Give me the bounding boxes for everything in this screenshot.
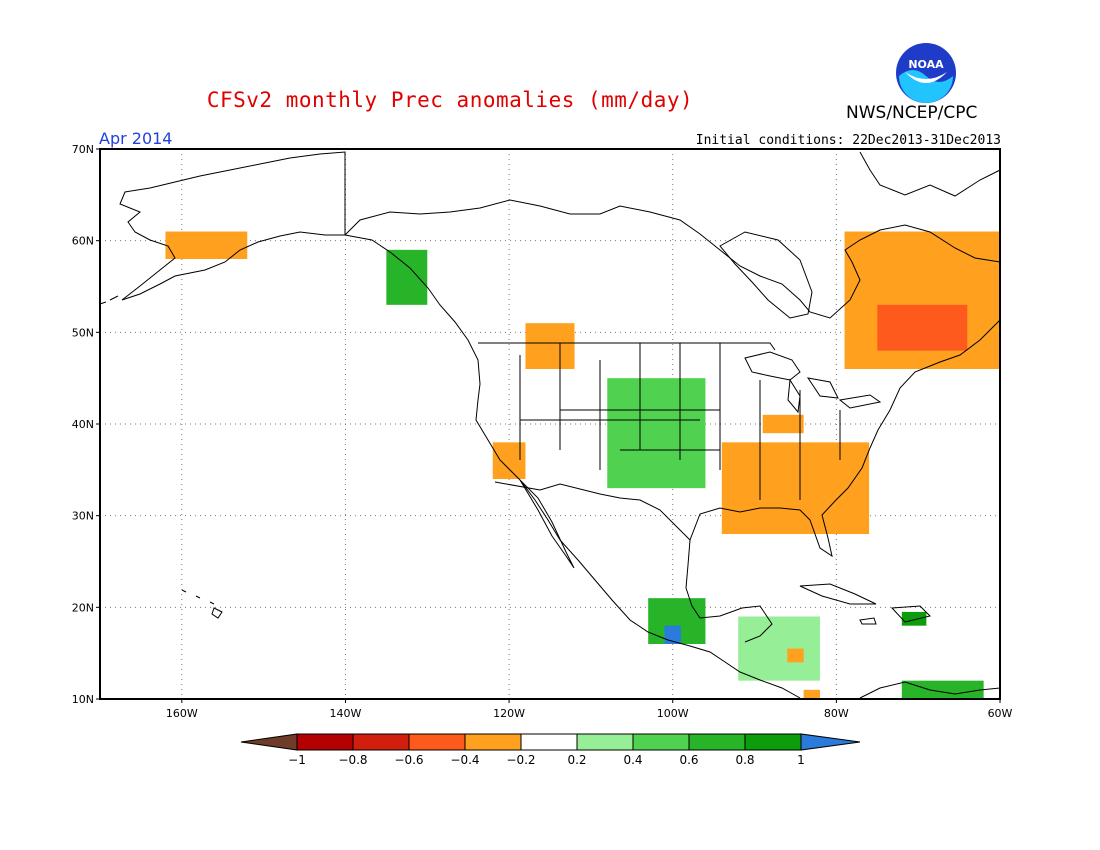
hawaii-islands: [181, 589, 223, 619]
colorbar-label: 0.4: [623, 753, 642, 767]
aleutian-islands: [99, 295, 119, 305]
colorbar-swatch: [632, 733, 690, 751]
colorbar-swatch: [464, 733, 522, 751]
colorbar-label: −0.8: [338, 753, 367, 767]
lat-tick-label: 50N: [72, 326, 94, 339]
colorbar-label: 0.6: [679, 753, 698, 767]
us-mexico-border: [494, 481, 691, 541]
colorbar-swatch: [688, 733, 746, 751]
alaska-coastline: [119, 151, 346, 301]
lat-tick-label: 30N: [72, 510, 94, 523]
cuba: [799, 583, 877, 605]
lon-tick-label: 160W: [166, 707, 198, 720]
greenland-coastline: [859, 151, 1001, 197]
colorbar-swatch: [408, 733, 466, 751]
anomaly-california-dry: [492, 442, 526, 479]
colorbar-label: −0.6: [394, 753, 423, 767]
organization-label: NWS/NCEP/CPC: [846, 103, 978, 123]
lake-superior: [744, 351, 801, 381]
hudson-bay: [719, 231, 813, 319]
lon-tick-label: 60W: [988, 707, 1013, 720]
anomaly-southern-mexico-peak: [664, 625, 681, 644]
logo-text: NOAA: [908, 58, 944, 71]
anomaly-panama-dry: [803, 689, 820, 699]
lat-tick-label: 60N: [72, 235, 94, 248]
lon-tick-label: 100W: [657, 707, 689, 720]
anomaly-hispaniola-wet: [901, 611, 927, 626]
lake-erie: [838, 394, 882, 409]
anomaly-southeast-orange: [721, 442, 870, 534]
east-gulf-coastline: [685, 319, 1001, 643]
lat-tick-label: 70N: [72, 143, 94, 156]
noaa-logo: NOAA: [896, 43, 956, 103]
lon-tick-label: 120W: [493, 707, 525, 720]
initial-conditions-label: Initial conditions: 22Dec2013-31Dec2013: [695, 133, 1001, 148]
colorbar-swatch: [576, 733, 634, 751]
state-borders: [519, 343, 841, 500]
hispaniola: [890, 605, 931, 623]
colorbar-swatch: [520, 733, 578, 751]
lon-tick-label: 80W: [824, 707, 849, 720]
colorbar-label: −0.2: [506, 753, 535, 767]
lat-tick-label: 20N: [72, 601, 94, 614]
anomaly-alaska-panhandle-wet: [386, 249, 428, 305]
anomaly-quebec-core-dry: [877, 304, 968, 351]
political-borders: [478, 342, 841, 541]
axes: 10N 20N 30N 40N 50N 60N 70N 160W 140W 120W 100W 80W…: [72, 143, 1013, 720]
colorbar-low-arrow: [240, 733, 298, 751]
arctic-hudson-coastline: [344, 199, 1001, 319]
colorbar-label: 0.2: [567, 753, 586, 767]
anomaly-central-america-light-wet: [738, 616, 820, 681]
south-america-coastline: [859, 681, 1001, 699]
valid-period-label: Apr 2014: [99, 129, 173, 148]
anomaly-alaska-sw-dry: [165, 231, 248, 259]
lat-tick-label: 10N: [72, 693, 94, 706]
colorbar-swatch: [744, 733, 802, 751]
lake-huron: [806, 377, 839, 399]
map-title: CFSv2 monthly Prec anomalies (mm/day): [206, 88, 694, 112]
jamaica: [859, 617, 877, 625]
anomaly-honduras-dry: [787, 648, 804, 663]
colorbar-swatch: [352, 733, 410, 751]
colorbar-label: 0.8: [735, 753, 754, 767]
coastlines: [99, 151, 1001, 699]
anomaly-colombia-venezuela-wet: [901, 680, 984, 699]
anomaly-northern-rockies-dry: [525, 323, 575, 369]
anomaly-layer: [165, 231, 1000, 699]
colorbar-label: −1: [288, 753, 306, 767]
colorbar-label: −0.4: [450, 753, 479, 767]
anomaly-ohio-valley-dry: [762, 414, 804, 434]
baja-california: [519, 479, 575, 569]
colorbar-high-arrow: [800, 733, 861, 751]
anomaly-great-plains-light-wet: [607, 378, 706, 489]
lake-michigan: [787, 378, 801, 414]
colorbar-swatch: [296, 733, 354, 751]
colorbar: −1 −0.8 −0.6 −0.4 −0.2 0.2 0.4 0.6 0.8 1: [240, 733, 861, 767]
colorbar-label: 1: [797, 753, 805, 767]
lon-tick-label: 140W: [330, 707, 362, 720]
pacific-coastline: [344, 234, 801, 699]
us-canada-border: [478, 342, 776, 351]
lat-tick-label: 40N: [72, 418, 94, 431]
